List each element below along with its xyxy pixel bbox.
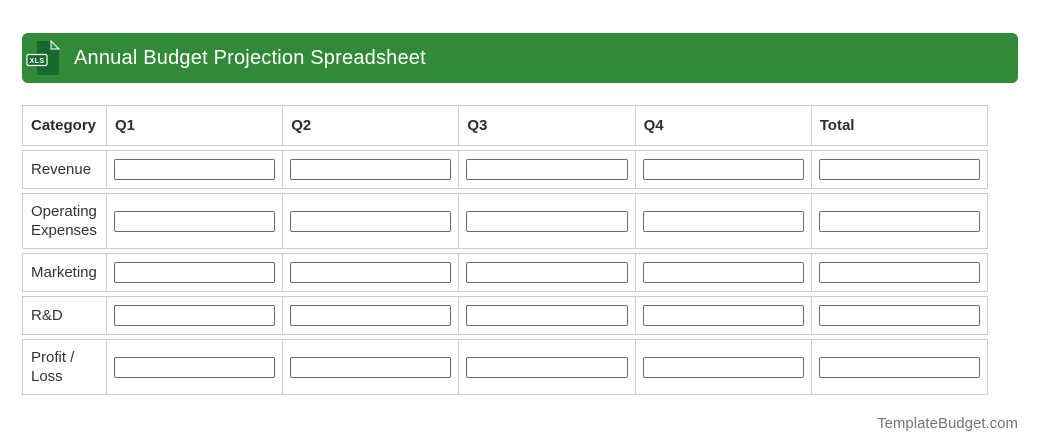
cell-marketing-q4 — [635, 253, 812, 292]
cell-r-d-q2 — [283, 296, 460, 335]
input-r-d-q3[interactable] — [466, 305, 628, 326]
table-row-operating-expenses: Operating Expenses — [22, 193, 988, 249]
xls-file-icon: XLS — [26, 39, 61, 75]
input-marketing-q2[interactable] — [290, 262, 452, 283]
header-row: Category Q1 Q2 Q3 Q4 Total — [22, 105, 988, 146]
input-revenue-q2[interactable] — [290, 159, 452, 180]
cell-r-d-q3 — [459, 296, 636, 335]
table-row-marketing: Marketing — [22, 253, 988, 292]
input-operating-expenses-q1[interactable] — [114, 210, 276, 232]
cell-profit-loss-q4 — [635, 339, 812, 395]
input-r-d-q2[interactable] — [290, 305, 452, 326]
input-operating-expenses-q3[interactable] — [466, 210, 628, 232]
column-header-q3: Q3 — [459, 105, 636, 146]
input-profit-loss-q3[interactable] — [466, 356, 628, 378]
input-operating-expenses-total[interactable] — [818, 210, 980, 232]
budget-table-body: Revenue Operating Expenses Marketing R&D Pro… — [22, 150, 988, 395]
table-row-revenue: Revenue — [22, 150, 988, 189]
cell-profit-loss-q3 — [459, 339, 636, 395]
row-label-profit-loss: Profit / Loss — [22, 339, 107, 395]
cell-profit-loss-q1 — [107, 339, 284, 395]
cell-operating-expenses-q2 — [283, 193, 460, 249]
column-header-q2: Q2 — [283, 105, 460, 146]
column-header-q4: Q4 — [635, 105, 812, 146]
cell-revenue-q2 — [283, 150, 460, 189]
table-row-profit-loss: Profit / Loss — [22, 339, 988, 395]
footer-brand: TemplateBudget.com — [877, 415, 1018, 432]
cell-operating-expenses-q4 — [635, 193, 812, 249]
cell-marketing-q3 — [459, 253, 636, 292]
cell-r-d-q4 — [635, 296, 812, 335]
row-label-revenue: Revenue — [22, 150, 107, 189]
input-profit-loss-total[interactable] — [818, 356, 980, 378]
input-marketing-total[interactable] — [818, 262, 980, 283]
cell-operating-expenses-total — [811, 193, 988, 249]
budget-table-head: Category Q1 Q2 Q3 Q4 Total — [22, 105, 988, 146]
input-profit-loss-q4[interactable] — [642, 356, 804, 378]
input-profit-loss-q1[interactable] — [114, 356, 276, 378]
cell-r-d-q1 — [107, 296, 284, 335]
column-header-total: Total — [811, 105, 988, 146]
input-revenue-q4[interactable] — [642, 159, 804, 180]
cell-r-d-total — [811, 296, 988, 335]
cell-revenue-total — [811, 150, 988, 189]
page: XLS Annual Budget Projection Spreadsheet… — [22, 33, 1018, 432]
input-revenue-total[interactable] — [818, 159, 980, 180]
table-row-r-d: R&D — [22, 296, 988, 335]
cell-operating-expenses-q3 — [459, 193, 636, 249]
row-label-r-d: R&D — [22, 296, 107, 335]
input-r-d-q1[interactable] — [114, 305, 276, 326]
page-title: Annual Budget Projection Spreadsheet — [74, 46, 426, 69]
cell-operating-expenses-q1 — [107, 193, 284, 249]
cell-profit-loss-q2 — [283, 339, 460, 395]
input-operating-expenses-q4[interactable] — [642, 210, 804, 232]
cell-revenue-q3 — [459, 150, 636, 189]
input-revenue-q1[interactable] — [114, 159, 276, 180]
cell-marketing-q1 — [107, 253, 284, 292]
input-revenue-q3[interactable] — [466, 159, 628, 180]
cell-marketing-q2 — [283, 253, 460, 292]
budget-table: Category Q1 Q2 Q3 Q4 Total Revenue Operating E… — [22, 101, 988, 399]
column-header-category: Category — [22, 105, 107, 146]
cell-revenue-q1 — [107, 150, 284, 189]
cell-revenue-q4 — [635, 150, 812, 189]
input-profit-loss-q2[interactable] — [290, 356, 452, 378]
xls-icon-label: XLS — [29, 58, 44, 65]
column-header-q1: Q1 — [107, 105, 284, 146]
input-marketing-q3[interactable] — [466, 262, 628, 283]
row-label-operating-expenses: Operating Expenses — [22, 193, 107, 249]
input-marketing-q1[interactable] — [114, 262, 276, 283]
input-marketing-q4[interactable] — [642, 262, 804, 283]
cell-marketing-total — [811, 253, 988, 292]
input-operating-expenses-q2[interactable] — [290, 210, 452, 232]
input-r-d-q4[interactable] — [642, 305, 804, 326]
cell-profit-loss-total — [811, 339, 988, 395]
title-bar: XLS Annual Budget Projection Spreadsheet — [22, 33, 1018, 83]
input-r-d-total[interactable] — [818, 305, 980, 326]
row-label-marketing: Marketing — [22, 253, 107, 292]
